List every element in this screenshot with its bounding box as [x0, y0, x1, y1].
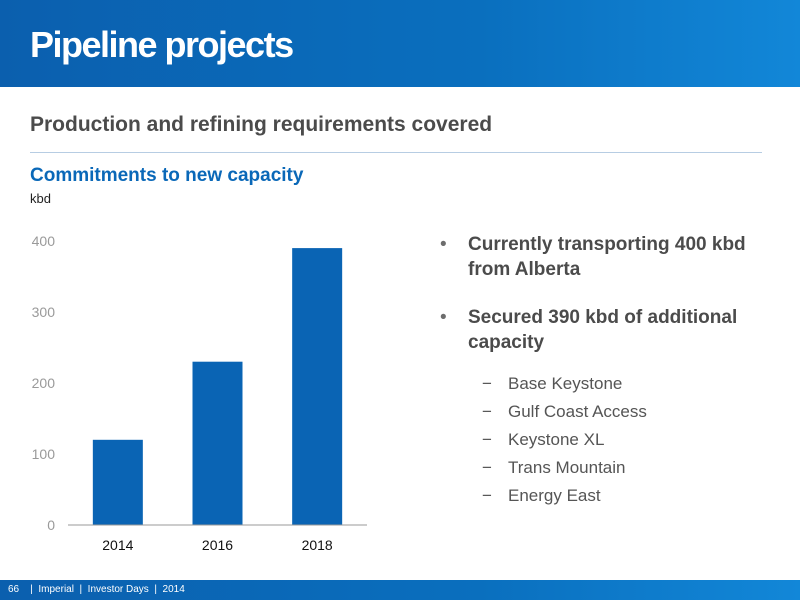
- sub-bullet-text: Keystone XL: [508, 430, 605, 449]
- y-tick-label: 200: [32, 375, 56, 391]
- sub-bullet-text: Base Keystone: [508, 374, 623, 393]
- sub-bullet-list: − Base Keystone − Gulf Coast Access − Ke…: [440, 370, 780, 510]
- bullet-icon: •: [440, 307, 447, 328]
- bullet-item: • Secured 390 kbd of additional capacity: [440, 305, 780, 355]
- sub-bullet-item: − Base Keystone: [440, 370, 780, 398]
- footer-text: 66 | Imperial | Investor Days | 2014: [8, 584, 185, 595]
- bullet-text: Currently transporting 400 kbd from Albe…: [468, 234, 746, 280]
- header-bar: Pipeline projects: [0, 0, 800, 87]
- sub-bullet-text: Trans Mountain: [508, 458, 626, 477]
- bar: [92, 439, 143, 525]
- dash-icon: −: [482, 374, 492, 393]
- divider: [30, 152, 762, 153]
- dash-icon: −: [482, 402, 492, 421]
- sub-bullet-item: − Energy East: [440, 482, 780, 510]
- sub-bullet-item: − Gulf Coast Access: [440, 398, 780, 426]
- chart-title: Commitments to new capacity: [30, 165, 304, 186]
- page-title: Pipeline projects: [30, 24, 294, 65]
- bar-chart: 0 100 200 300 400 2014 2016 2018: [32, 233, 367, 553]
- bar: [292, 248, 343, 525]
- sub-bullet-item: − Trans Mountain: [440, 454, 780, 482]
- bullet-text: Secured 390 kbd of additional capacity: [468, 307, 738, 353]
- sub-bullet-text: Energy East: [508, 486, 601, 505]
- x-tick-label: 2014: [102, 537, 133, 553]
- slide-subtitle: Production and refining requirements cov…: [30, 113, 493, 136]
- bullet-item: • Currently transporting 400 kbd from Al…: [440, 232, 780, 282]
- x-tick-label: 2016: [202, 537, 233, 553]
- y-tick-label: 0: [47, 517, 55, 533]
- chart-unit-label: kbd: [30, 191, 51, 206]
- dash-icon: −: [482, 486, 492, 505]
- x-tick-label: 2018: [302, 537, 333, 553]
- footer-bar: 66 | Imperial | Investor Days | 2014: [0, 580, 800, 600]
- sub-bullet-text: Gulf Coast Access: [508, 402, 647, 421]
- y-tick-label: 300: [32, 304, 56, 320]
- sub-bullet-item: − Keystone XL: [440, 426, 780, 454]
- y-tick-label: 400: [32, 233, 56, 249]
- dash-icon: −: [482, 430, 492, 449]
- bar: [192, 361, 243, 525]
- bullet-icon: •: [440, 234, 447, 255]
- dash-icon: −: [482, 458, 492, 477]
- bullet-list: • Currently transporting 400 kbd from Al…: [440, 232, 780, 510]
- y-tick-label: 100: [32, 446, 56, 462]
